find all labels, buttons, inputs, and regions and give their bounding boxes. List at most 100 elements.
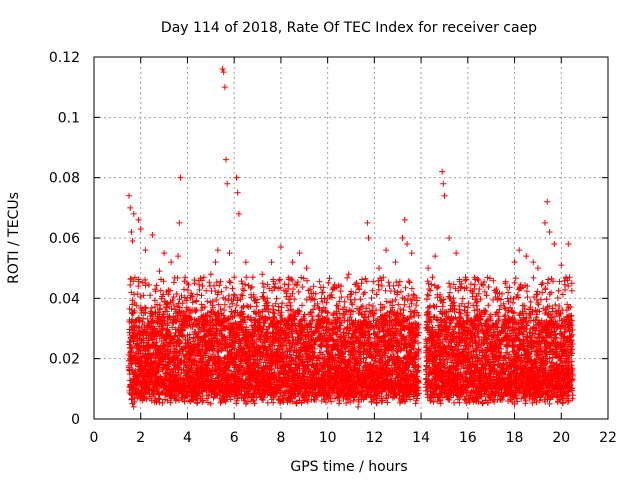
roti-point-bg: [334, 302, 341, 309]
roti-point-bg: [227, 279, 234, 286]
roti-point-bg: [135, 317, 142, 324]
roti-point-bg: [344, 274, 351, 281]
roti-point-bg: [375, 281, 382, 288]
roti-point-bg: [248, 283, 255, 290]
roti-point-bg: [315, 312, 322, 319]
roti-point-bg: [140, 315, 147, 322]
roti-point-bg: [273, 295, 280, 302]
roti-point-bg: [159, 399, 166, 406]
roti-point-bg: [169, 324, 176, 331]
roti-point-bg: [167, 399, 174, 406]
roti-point-bg: [243, 274, 250, 281]
roti-point-bg: [295, 288, 302, 295]
roti-point-bg: [316, 278, 323, 285]
roti-point-bg: [326, 275, 333, 282]
roti-point-bg: [310, 306, 317, 313]
roti-point-bg: [133, 302, 140, 309]
roti-point-bg: [161, 342, 168, 349]
roti-point-bg: [180, 286, 187, 293]
roti-point-bg: [199, 283, 206, 290]
roti-point-bg: [137, 293, 144, 300]
chart-title: Day 114 of 2018, Rate Of TEC Index for r…: [161, 20, 537, 36]
roti-point-bg: [281, 281, 288, 288]
roti-point-bg: [161, 318, 168, 325]
roti-point-bg: [233, 400, 240, 407]
roti-point-bg: [154, 301, 161, 308]
roti-point-bg: [160, 278, 167, 285]
roti-point-bg: [348, 291, 355, 298]
roti-point-bg: [285, 281, 292, 288]
roti-point-bg: [223, 284, 230, 291]
roti-point-bg: [168, 337, 175, 344]
roti-point-bg: [145, 281, 152, 288]
roti-point-bg: [203, 287, 210, 294]
roti-point-bg: [131, 274, 138, 281]
roti-point-bg: [238, 291, 245, 298]
roti-point-bg: [348, 300, 355, 307]
roti-point-bg: [221, 307, 228, 314]
roti-point-bg: [135, 373, 142, 380]
roti-point-bg: [169, 391, 176, 398]
roti-point-bg: [377, 301, 384, 308]
roti-point-bg: [164, 300, 171, 307]
roti-point-bg: [151, 297, 158, 304]
roti-point-bg: [244, 302, 251, 309]
roti-point-bg: [378, 283, 385, 290]
roti-point-bg: [140, 292, 147, 299]
roti-point-bg: [147, 292, 154, 299]
roti-point-bg: [134, 290, 141, 297]
roti-point-bg: [382, 287, 389, 294]
roti-point-bg: [206, 279, 213, 286]
roti-point-bg: [155, 368, 162, 375]
roti-point-bg: [150, 326, 157, 333]
roti-point-bg: [366, 301, 373, 308]
roti-point-bg: [155, 308, 162, 315]
roti-point-bg: [144, 315, 151, 322]
roti-point-bg: [238, 278, 245, 285]
roti-point-bg: [142, 309, 149, 316]
roti-point-bg: [148, 304, 155, 311]
roti-point-bg: [142, 305, 149, 312]
roti-point-bg: [135, 278, 142, 285]
roti-point-bg: [142, 282, 149, 289]
roti-point-bg: [239, 280, 246, 287]
roti-point-bg: [161, 396, 168, 403]
roti-point-bg: [131, 398, 138, 405]
roti-point-bg: [168, 305, 175, 312]
roti-point-bg: [217, 278, 224, 285]
roti-point-bg: [153, 333, 160, 340]
roti-point-bg: [131, 308, 138, 315]
roti-point-bg: [253, 303, 260, 310]
roti-point-bg: [204, 298, 211, 305]
roti-point-bg: [145, 337, 152, 344]
roti-point-bg: [325, 279, 332, 286]
roti-point-bg: [229, 285, 236, 292]
roti-point-bg: [264, 399, 271, 406]
roti-point-bg: [166, 329, 173, 336]
roti-point-bg: [230, 291, 237, 298]
roti-point-bg: [383, 298, 390, 305]
roti-point-bg: [153, 282, 160, 289]
roti-point-bg: [368, 295, 375, 302]
roti-point-bg: [127, 282, 134, 289]
roti-point-bg: [141, 304, 148, 311]
roti-point-bg: [260, 289, 267, 296]
roti-point-bg: [157, 305, 164, 312]
roti-point-bg: [240, 287, 247, 294]
roti-point-bg: [164, 308, 171, 315]
roti-point-bg: [196, 281, 203, 288]
roti-point-bg: [174, 275, 181, 282]
roti-point-bg: [360, 291, 367, 298]
roti-point-bg: [184, 287, 191, 294]
roti-point-bg: [198, 301, 205, 308]
roti-point-bg: [173, 291, 180, 298]
roti-point-bg: [137, 347, 144, 354]
roti-point-bg: [176, 296, 183, 303]
roti-point-bg: [136, 317, 143, 324]
roti-point-bg: [143, 396, 150, 403]
x-axis-label: GPS time / hours: [290, 459, 407, 475]
roti-point-bg: [226, 278, 233, 285]
roti-point-bg: [170, 301, 177, 308]
data-points: [126, 66, 576, 410]
